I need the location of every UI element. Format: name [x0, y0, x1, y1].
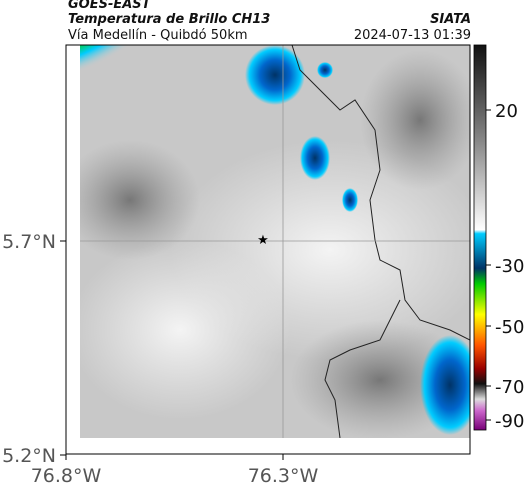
lon-label: 76.8°W [31, 465, 102, 487]
route: Vía Medellín - Quibdó 50km [68, 28, 248, 43]
lat-label: 5.7°N [2, 231, 56, 253]
colorbar-label: -70 [495, 377, 524, 398]
satellite-image: ★ [80, 45, 470, 438]
colorbar-label: 20 [495, 101, 518, 122]
colorbar-label: -50 [495, 317, 524, 338]
colorbar-label: -90 [495, 411, 524, 432]
subtitle: Temperatura de Brillo CH13 [68, 12, 271, 27]
title: GOES-EAST [68, 0, 151, 12]
lat-label: 5.2°N [2, 445, 56, 467]
timestamp: 2024-07-13 01:39 [353, 28, 471, 43]
colorbar-label: -30 [495, 256, 524, 277]
svg-text:★: ★ [257, 233, 269, 248]
source: SIATA [430, 12, 471, 27]
colorbar [473, 44, 487, 431]
lon-label: 76.3°W [248, 465, 319, 487]
